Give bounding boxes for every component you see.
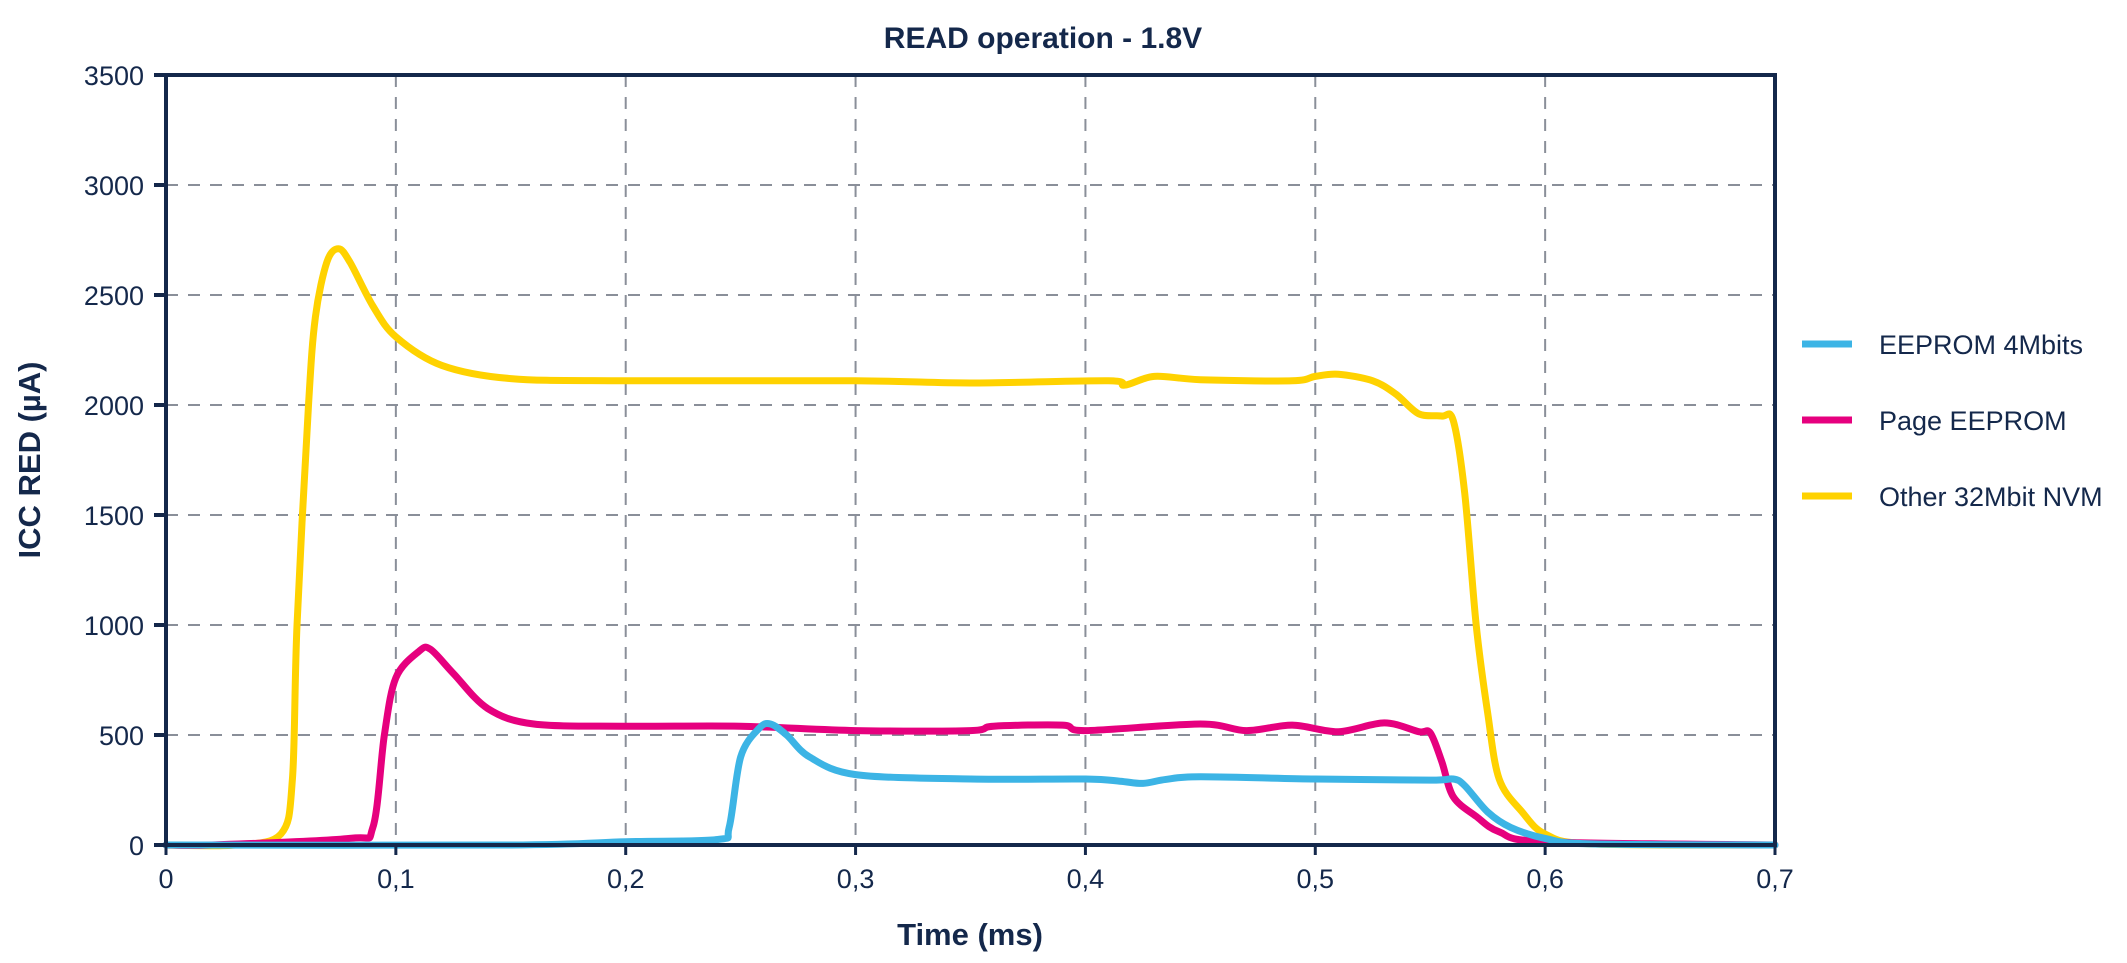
y-tick-label: 1000 [84, 611, 144, 641]
x-tick-label: 0 [158, 864, 173, 894]
x-tick-label: 0,2 [607, 864, 645, 894]
legend: EEPROM 4Mbits Page EEPROM Other 32Mbit NVM [1802, 330, 2103, 512]
legend-label: EEPROM 4Mbits [1879, 330, 2083, 360]
axes [154, 73, 1777, 855]
y-tick-label: 1500 [84, 501, 144, 531]
x-tick-label: 0,1 [377, 864, 415, 894]
y-tick-label: 2000 [84, 391, 144, 421]
grid [166, 75, 1775, 845]
y-axis-label: ICC RED (µA) [12, 362, 47, 559]
y-tick-label: 500 [99, 721, 144, 751]
chart-title: READ operation - 1.8V [884, 22, 1202, 55]
y-tick-label: 0 [129, 831, 144, 861]
series-line-other-32mbit-nvm [162, 245, 1779, 850]
series-lines [162, 245, 1779, 850]
series-line-page-eeprom [162, 643, 1779, 849]
plot-frame [164, 73, 1777, 847]
y-tick-label: 3000 [84, 171, 144, 201]
tick-labels: 0 0,1 0,2 0,3 0,4 0,5 0,6 0,7 0 500 1000 1500 2000 25… [84, 61, 1794, 894]
series-line-eeprom-4mbits [162, 720, 1779, 849]
x-tick-label: 0,3 [837, 864, 875, 894]
y-tick-label: 2500 [84, 281, 144, 311]
x-tick-label: 0,7 [1756, 864, 1794, 894]
x-axis-label: Time (ms) [897, 917, 1043, 952]
legend-label: Page EEPROM [1879, 406, 2067, 436]
x-tick-label: 0,5 [1297, 864, 1335, 894]
y-tick-label: 3500 [84, 61, 144, 91]
x-tick-label: 0,6 [1526, 864, 1564, 894]
legend-label: Other 32Mbit NVM [1879, 482, 2103, 512]
x-tick-label: 0,4 [1067, 864, 1105, 894]
